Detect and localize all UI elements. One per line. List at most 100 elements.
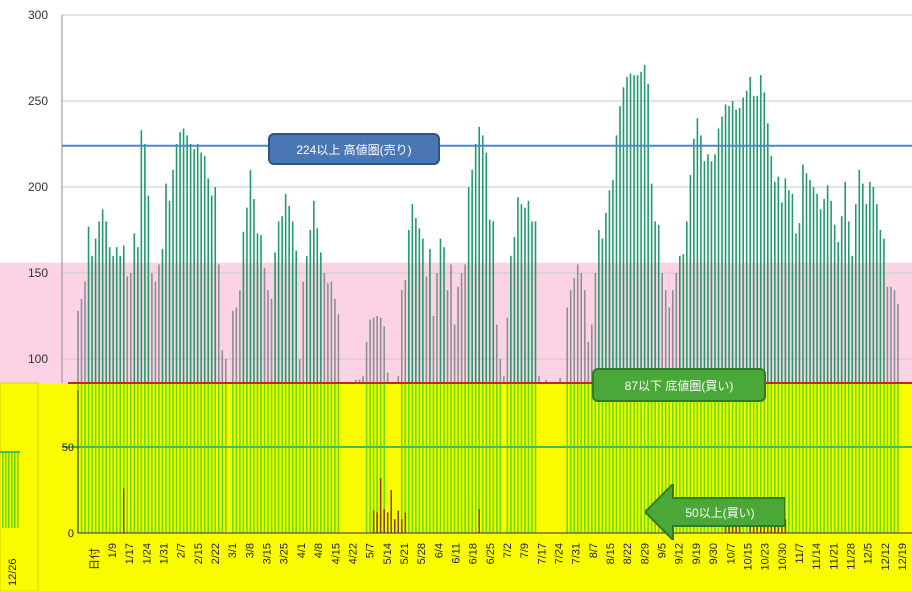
price-bar [408,230,410,383]
price-bar [879,230,882,383]
overlay-bar [879,383,882,533]
price-bar [358,379,361,383]
overlay-bar [158,383,160,533]
x-tick-label: 3/1 [227,543,239,558]
overlay-bar [619,383,621,533]
price-bar [429,248,431,383]
price-bar [372,317,375,383]
overlay-bar [622,383,625,533]
price-bar [693,138,695,383]
small-bar [763,526,766,533]
overlay-bar [854,383,857,533]
price-bar [816,193,818,383]
price-bar [654,221,656,383]
y-tick-label-lower: 0 [68,528,74,540]
overlay-bar [217,383,220,533]
overlay-bar [823,383,825,533]
overlay-bar [703,383,706,533]
price-bar [527,200,530,383]
x-axis-first-label: 日付 [88,548,101,570]
overlay-bar [235,383,238,533]
price-bar [481,135,484,383]
overlay-bar [766,383,769,533]
x-tick-label: 9/30 [708,543,720,564]
price-bar [612,180,614,383]
price-bar [812,187,815,383]
price-bar [738,107,741,383]
price-bar [503,376,505,383]
overlay-bar [186,383,188,533]
price-bar [664,290,667,383]
overlay-bar [400,383,403,533]
price-bar [513,236,516,383]
overlay-bar [742,383,744,533]
overlay-bar [253,383,255,533]
price-bar [235,307,238,383]
overlay-bar [242,383,245,533]
price-bar [129,273,132,383]
price-bar [643,64,646,383]
price-bar [397,376,400,383]
price-bar [883,238,885,383]
price-bar [151,273,153,383]
x-tick-label: 1/9 [107,543,119,558]
overlay-bar [330,383,333,533]
overlay-bar [408,383,410,533]
price-bar [506,317,509,383]
overlay-bar [886,383,889,533]
x-tick-label: 2/15 [193,543,205,564]
small-bar [383,508,385,533]
price-bar [619,106,621,383]
x-tick-label: 9/12 [674,543,686,564]
overlay-bar [80,383,83,533]
overlay-bar [91,383,93,533]
overlay-bar [798,383,801,533]
overlay-bar [745,383,748,533]
overlay-bar [643,383,646,533]
overlay-bar [650,383,653,533]
price-bar [703,161,706,383]
price-bar [165,183,167,383]
x-tick-label: 3/25 [279,543,291,564]
overlay-bar [305,383,308,533]
x-tick-label: 5/28 [416,543,428,564]
price-bar [436,273,438,383]
price-bar [112,255,114,383]
price-bar [650,183,653,383]
price-bar [133,233,136,383]
buy-arrow-callout [645,484,785,540]
price-bar [791,193,794,383]
overlay-bar [129,383,132,533]
y-tick-label: 200 [28,180,48,194]
price-bar [168,200,171,383]
x-tick-label: 5/14 [382,543,394,564]
overlay-bar [291,383,294,533]
small-bar [478,508,480,533]
overlay-bar [671,383,674,533]
overlay-bar [636,383,639,533]
price-bar [210,195,213,383]
overlay-bar [587,383,590,533]
overlay-bar [365,383,368,533]
price-bar [598,230,600,383]
price-bar [823,199,825,383]
price-bar [615,135,618,383]
overlay-bar [682,383,685,533]
price-bar [714,154,716,383]
x-tick-label: 12/19 [897,543,909,571]
price-bar [798,223,801,383]
x-tick-label: 8/29 [639,543,651,564]
overlay-bar [700,383,702,533]
overlay-bar [471,383,473,533]
overlay-bar [707,383,709,533]
price-bar [302,281,305,383]
price-bar [284,193,287,383]
overlay-bar [788,383,790,533]
overlay-bar [520,383,523,533]
overlay-bar [147,383,150,533]
price-bar [605,212,607,383]
overlay-bar [774,383,776,533]
price-bar [84,281,86,383]
x-tick-label: 11/28 [845,543,857,570]
